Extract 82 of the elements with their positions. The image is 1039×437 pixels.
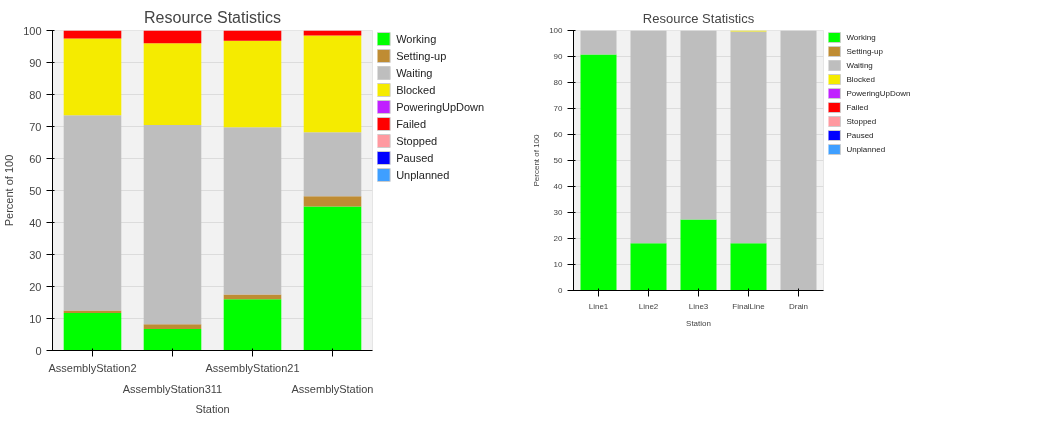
y-tick-label: 80 [553, 78, 564, 87]
x-axis-title: Station [686, 318, 711, 328]
y-axis-title: Percent of 100 [532, 133, 542, 187]
legend-label: Stopped [846, 117, 877, 126]
x-axis-title: Station [195, 402, 230, 415]
y-tick-label: 40 [553, 182, 564, 191]
y-tick-label: 20 [29, 280, 42, 293]
bar [223, 40, 282, 128]
legend-label: Setting-up [396, 50, 447, 62]
y-tick-label: 90 [29, 56, 42, 69]
bar [63, 30, 122, 39]
y-tick-label: 30 [553, 208, 564, 217]
y-tick-label: 20 [553, 234, 564, 243]
x-tick-label: Line1 [588, 301, 609, 311]
legend-label: Failed [396, 118, 427, 130]
bar [730, 243, 767, 291]
bar [780, 30, 817, 291]
bar [630, 30, 667, 244]
x-tick-label: AssemblyStation311 [122, 382, 223, 395]
bar [63, 115, 122, 311]
y-tick-label: 100 [549, 26, 564, 35]
y-tick-label: 0 [35, 344, 42, 357]
legend-label: Paused [846, 131, 874, 140]
chart-title: Resource Statistics [642, 10, 755, 26]
y-tick-label: 50 [553, 156, 564, 165]
legend-label: Blocked [396, 84, 436, 96]
x-tick-label: AssemblyStation [291, 382, 374, 395]
y-tick-label: 10 [553, 260, 564, 269]
legend-label: Working [846, 33, 876, 42]
bar [143, 329, 202, 351]
y-tick-label: 30 [29, 248, 42, 261]
chart-title: Resource Statistics [144, 8, 281, 26]
bar [303, 206, 362, 351]
y-tick-label: 80 [29, 88, 42, 101]
bar [143, 43, 202, 125]
y-tick-label: 70 [553, 104, 564, 113]
legend-label: Failed [846, 103, 869, 112]
legend-label: Unplanned [396, 169, 450, 181]
bar [63, 38, 122, 116]
bar [730, 31, 767, 244]
bar [143, 30, 202, 44]
x-tick-label: Drain [788, 301, 809, 311]
bar [680, 30, 717, 220]
bar [630, 243, 667, 291]
y-tick-label: 70 [29, 120, 42, 133]
y-tick-label: 0 [558, 286, 564, 295]
bar [143, 124, 202, 325]
y-tick-label: 50 [29, 184, 42, 197]
y-tick-label: 10 [29, 312, 42, 325]
bar [580, 54, 617, 291]
legend-label: PoweringUpDown [846, 89, 911, 98]
bar [580, 30, 617, 55]
legend-label: Paused [396, 152, 434, 164]
legend-label: Blocked [846, 75, 875, 84]
y-tick-label: 60 [553, 130, 564, 139]
bar [680, 219, 717, 291]
x-tick-label: Line2 [638, 301, 659, 311]
x-tick-label: AssemblyStation2 [48, 361, 137, 374]
y-tick-label: 40 [29, 216, 42, 229]
legend-label: Unplanned [846, 145, 886, 154]
bar [223, 30, 282, 41]
y-axis-title: Percent of 100 [3, 154, 16, 227]
bar [303, 35, 362, 133]
y-tick-label: 100 [23, 24, 42, 37]
bar [303, 30, 362, 36]
bar [223, 299, 282, 351]
x-tick-label: Line3 [688, 301, 709, 311]
x-tick-label: AssemblyStation21 [205, 361, 300, 374]
legend-label: Working [396, 33, 437, 45]
bar [63, 313, 122, 351]
legend-label: Stopped [396, 135, 438, 147]
legend-label: Waiting [846, 61, 873, 70]
y-tick-label: 90 [553, 52, 564, 61]
bar [303, 132, 362, 197]
bar [223, 127, 282, 295]
legend-label: Waiting [396, 67, 433, 79]
x-tick-label: FinalLine [732, 301, 766, 311]
bar [143, 324, 202, 330]
bar [303, 196, 362, 207]
legend-label: Setting-up [846, 47, 884, 56]
y-tick-label: 60 [29, 152, 42, 165]
legend-label: PoweringUpDown [396, 101, 485, 113]
